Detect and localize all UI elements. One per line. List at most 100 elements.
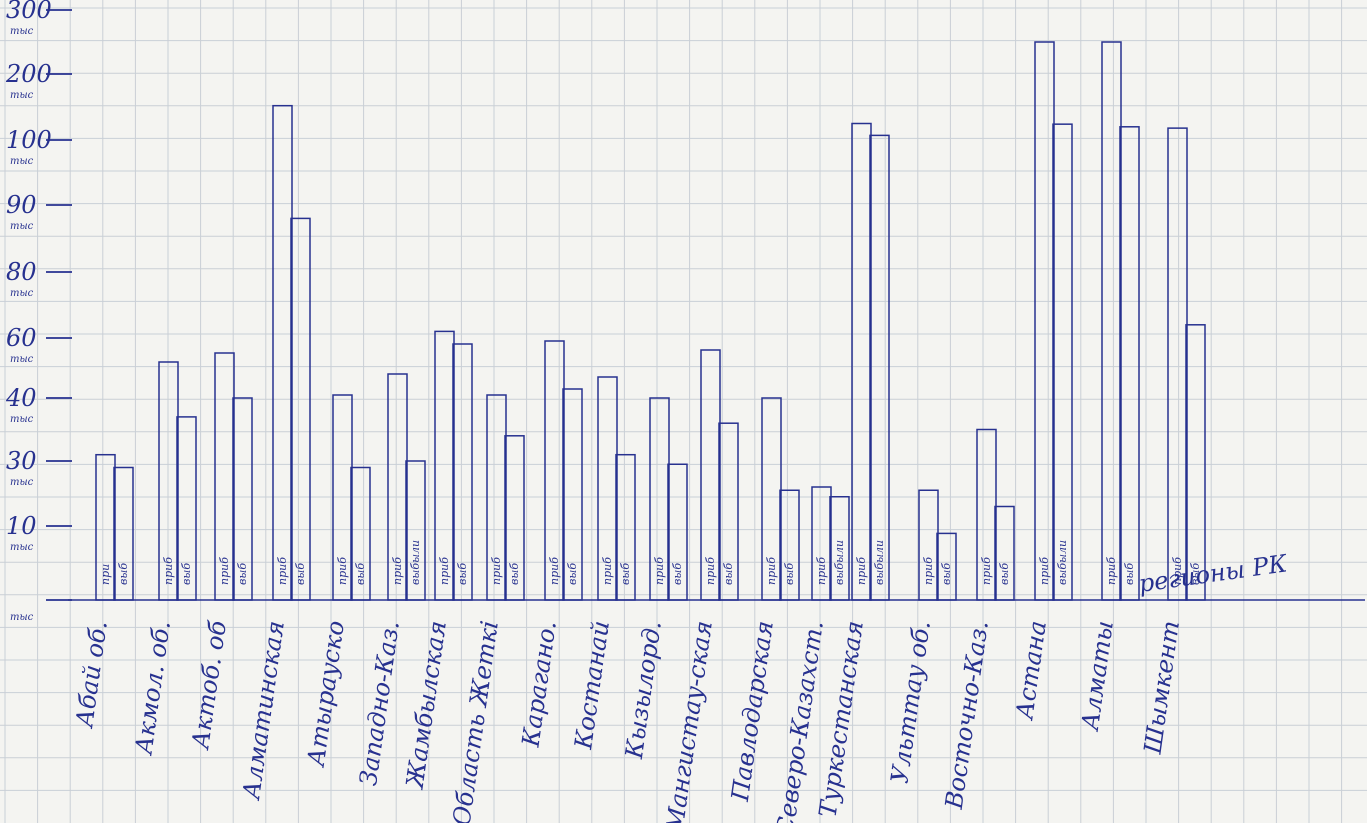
bar-pair: приб выб — [761, 397, 800, 601]
bar-departures — [1119, 126, 1140, 601]
y-tick-unit: тыс — [10, 354, 34, 365]
y-tick-label: 200 — [5, 60, 52, 88]
bar-pair: приб выб — [1167, 127, 1206, 601]
y-tick: 30 тыс — [6, 447, 72, 488]
bar-arrivals — [486, 394, 507, 601]
bar-label-arrivals: приб — [1105, 557, 1118, 585]
bar-pair: приб выб — [434, 330, 473, 601]
y-tick: 60 тыс — [6, 324, 72, 365]
bar-pair: приб выб — [597, 376, 636, 601]
y-tick-unit: тыс — [10, 612, 34, 623]
bar-label-departures: выбыли — [409, 540, 422, 585]
bar-arrivals — [700, 349, 721, 601]
bar-pair: приб выб — [649, 397, 688, 601]
y-tick: 80 тыс — [6, 258, 72, 299]
region-label: Павлодарская — [726, 619, 779, 804]
bar-pair: приб выб — [486, 394, 525, 601]
region-label: Восточно-Каз. — [940, 619, 994, 812]
bar-arrivals — [272, 104, 293, 601]
bar-arrivals — [158, 361, 179, 601]
bar-label-arrivals: приб — [336, 557, 349, 585]
bar-arrivals — [851, 122, 872, 601]
bar-departures — [405, 460, 426, 601]
region-labels: Абай об. Акмол. об. Актоб. об Алматинская Ат… — [70, 619, 1185, 823]
bar-departures — [615, 453, 636, 601]
bar-pair: приб выбыли — [811, 486, 850, 601]
region-label: Мангистау-ская — [660, 619, 717, 823]
region-label: Кызылорд. — [620, 619, 667, 761]
x-axis-title: регионы РК — [1137, 549, 1290, 598]
bar-departures — [829, 496, 850, 601]
y-tick-unit: тыс — [10, 90, 34, 101]
bar-departures — [718, 422, 739, 601]
bar-arrivals — [976, 428, 997, 601]
y-tick: 90 тыс — [6, 191, 72, 232]
bar-pair: приб выб — [1101, 41, 1140, 601]
bar-departures — [994, 505, 1015, 601]
y-tick: 300 тыс — [6, 0, 72, 37]
y-tick-label: 100 — [6, 126, 52, 154]
bar-label-arrivals: приб — [980, 557, 993, 585]
y-tick-unit: тыс — [10, 414, 34, 425]
bar-departures — [113, 466, 134, 601]
y-tick: 200 тыс — [5, 60, 72, 101]
bar-arrivals — [1101, 41, 1122, 601]
bar-departures — [562, 388, 583, 601]
bar-arrivals — [811, 486, 832, 601]
bars: при выб приб выб приб выб приб выб приб выб приб вы… — [95, 41, 1206, 601]
bar-label-arrivals: приб — [218, 557, 231, 585]
bar-label-arrivals: приб — [1038, 557, 1051, 585]
bar-label-departures: выб — [722, 563, 735, 585]
bar-arrivals — [544, 340, 565, 601]
bar-arrivals — [214, 352, 235, 601]
region-label: Шымкент — [1138, 619, 1185, 757]
y-tick-unit: тыс — [10, 156, 34, 167]
bar-label-departures: выб — [180, 563, 193, 585]
bar-label-departures: выбыли — [873, 540, 886, 585]
bar-pair: приб выбыли — [1034, 41, 1073, 601]
bar-departures — [779, 489, 800, 601]
bar-arrivals — [332, 394, 353, 601]
bar-label-departures: выб — [294, 563, 307, 585]
bar-pair: приб выб — [544, 340, 583, 601]
bar-label-arrivals: приб — [704, 557, 717, 585]
bar-pair: при выб — [95, 453, 134, 601]
y-tick-label: 80 — [6, 258, 37, 286]
bar-pair: приб выб — [272, 104, 311, 601]
bar-label-departures: выб — [354, 563, 367, 585]
y-tick: 100 тыс — [6, 126, 72, 167]
bar-arrivals — [1167, 127, 1188, 601]
bar-pair: приб выбыли — [387, 373, 426, 601]
bar-pair: приб выб — [332, 394, 371, 601]
y-axis-ticks: 300тыс200тыс100тыс90тыс80тыс60тыс40тыс30… — [5, 0, 72, 623]
region-label: Акмол. об. — [129, 619, 176, 758]
y-tick-unit: тыс — [10, 221, 34, 232]
y-tick-label: 60 — [6, 324, 37, 352]
bar-label-arrivals: приб — [765, 557, 778, 585]
bar-departures — [1052, 123, 1073, 601]
bar-arrivals — [434, 330, 455, 601]
bar-label-arrivals: приб — [276, 557, 289, 585]
bar-label-departures: выб — [998, 563, 1011, 585]
region-label: Алматы — [1076, 619, 1119, 734]
bar-departures — [869, 134, 890, 601]
y-tick-label: 90 — [6, 191, 37, 219]
bar-label-departures: выб — [566, 563, 579, 585]
bar-pair: приб выб — [214, 352, 253, 601]
region-label: Ульттау об. — [885, 619, 936, 785]
y-tick-label: 30 — [6, 447, 37, 475]
bar-arrivals — [1034, 41, 1055, 601]
bar-arrivals — [95, 453, 116, 601]
y-tick-label: 300 — [6, 0, 52, 24]
bar-label-arrivals: приб — [653, 557, 666, 585]
bar-departures — [350, 466, 371, 601]
bar-departures — [176, 416, 197, 601]
bar-label-arrivals: приб — [490, 557, 503, 585]
bar-arrivals — [597, 376, 618, 601]
bar-label-departures: выбыли — [1056, 540, 1069, 585]
y-tick-label: 40 — [5, 384, 37, 412]
region-label: Область Жеткі — [447, 619, 504, 823]
bar-label-departures: выбыли — [833, 540, 846, 585]
bar-label-departures: выб — [783, 563, 796, 585]
